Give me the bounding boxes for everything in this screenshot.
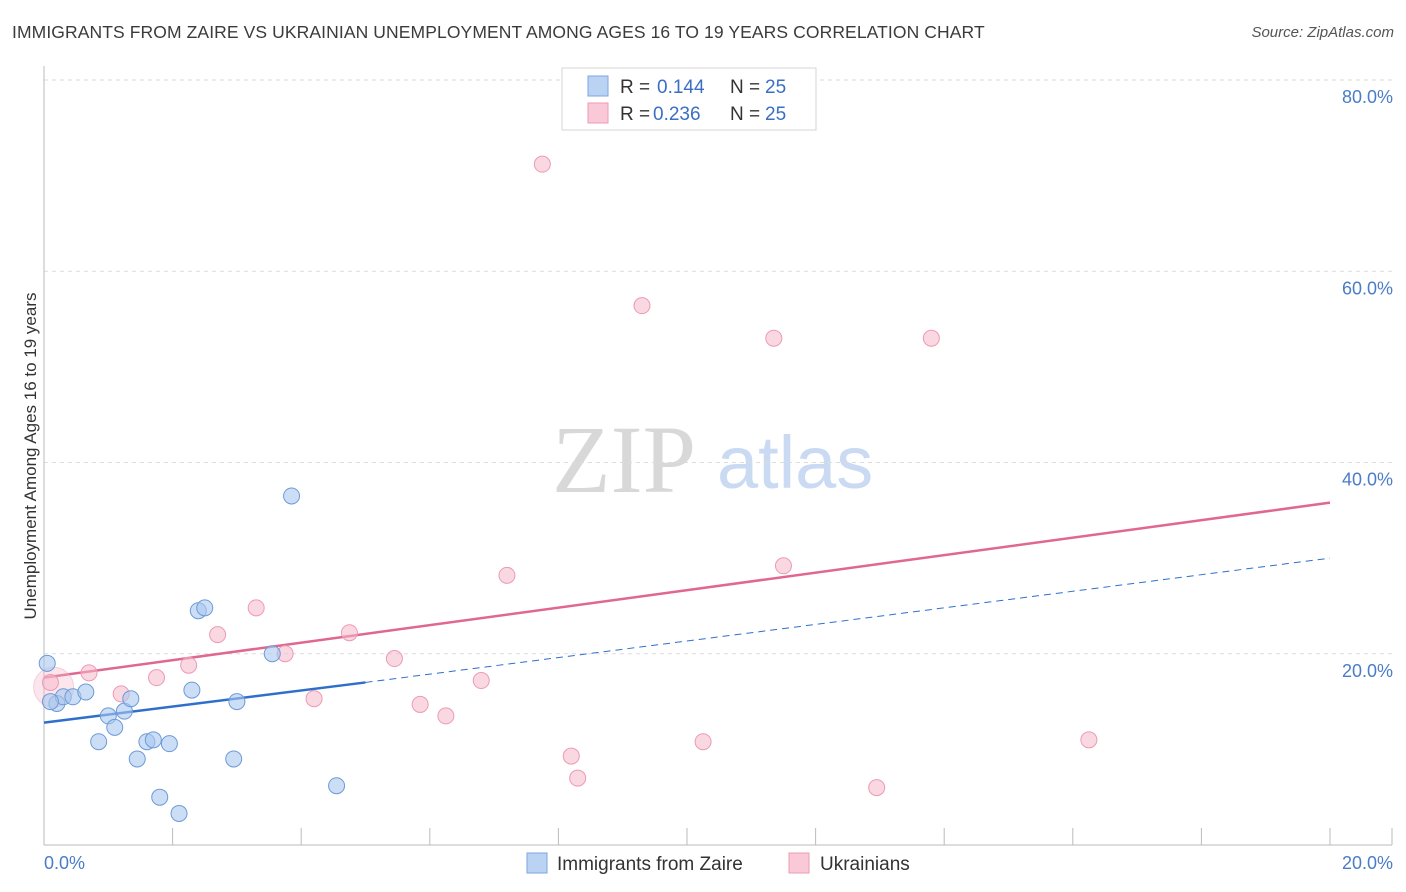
legend: R = 0.144 N = 25 R = 0.236 N = 25 bbox=[561, 67, 817, 131]
point-zaire-15 bbox=[170, 804, 188, 822]
point-zaire-20 bbox=[228, 693, 246, 711]
legend-n-label-zaire: N = bbox=[730, 77, 760, 98]
trend-line-zaire bbox=[43, 681, 366, 724]
legend-swatch-ukrainians bbox=[587, 102, 609, 124]
legend-n-label-ukrainians: N = bbox=[730, 104, 760, 125]
point-ukrainians-10 bbox=[385, 650, 403, 668]
point-zaire-5 bbox=[90, 733, 108, 751]
point-ukrainians-21 bbox=[774, 557, 792, 575]
trend-line-zaire-extension bbox=[365, 557, 1331, 683]
point-ukrainians-13 bbox=[472, 672, 490, 690]
point-ukrainians-11 bbox=[411, 695, 429, 713]
legend-n-value-ukrainians: 25 bbox=[765, 104, 786, 125]
point-ukrainians-9 bbox=[340, 624, 358, 642]
point-ukrainians-15 bbox=[533, 155, 551, 173]
bottom-legend: Immigrants from Zaire Ukrainians bbox=[526, 852, 910, 875]
y-tick-label-20: 20.0% bbox=[1342, 661, 1393, 681]
point-ukrainians-6 bbox=[247, 599, 265, 617]
point-ukrainians-8 bbox=[305, 690, 323, 708]
point-ukrainians-5 bbox=[209, 626, 227, 644]
legend-r-label-zaire: R = bbox=[620, 77, 650, 98]
legend-r-value-zaire: 0.144 bbox=[657, 77, 705, 98]
point-zaire-16 bbox=[183, 681, 201, 699]
point-ukrainians-3 bbox=[148, 669, 166, 687]
y-axis-title: Unemployment Among Ages 16 to 19 years bbox=[21, 293, 40, 620]
legend-swatch-zaire bbox=[587, 75, 609, 97]
point-ukrainians-14 bbox=[498, 566, 516, 584]
point-zaire-9 bbox=[122, 690, 140, 708]
point-zaire-10 bbox=[128, 750, 146, 768]
point-ukrainians-23 bbox=[922, 329, 940, 347]
trend-line-ukrainians bbox=[43, 501, 1331, 679]
point-ukrainians-4 bbox=[180, 656, 198, 674]
y-tick-label-40: 40.0% bbox=[1342, 470, 1393, 490]
y-tick-label-60: 60.0% bbox=[1342, 278, 1393, 298]
bottom-legend-label-ukrainians: Ukrainians bbox=[820, 854, 910, 875]
point-zaire-7 bbox=[106, 718, 124, 736]
legend-r-label-ukrainians: R = bbox=[620, 104, 650, 125]
point-zaire-0 bbox=[38, 654, 56, 672]
point-zaire-13 bbox=[151, 788, 169, 806]
bottom-legend-label-zaire: Immigrants from Zaire bbox=[557, 854, 743, 875]
point-zaire-12 bbox=[144, 731, 162, 749]
point-ukrainians-18 bbox=[633, 297, 651, 315]
x-tick-label-20: 20.0% bbox=[1342, 853, 1393, 873]
point-zaire-22 bbox=[283, 487, 301, 505]
point-zaire-4 bbox=[77, 683, 95, 701]
point-ukrainians-24 bbox=[1080, 731, 1098, 749]
x-tick-label-0: 0.0% bbox=[44, 853, 85, 873]
bottom-legend-swatch-ukrainians bbox=[788, 852, 810, 874]
point-zaire-18 bbox=[196, 599, 214, 617]
point-ukrainians-0 bbox=[41, 673, 59, 691]
y-tick-label-80: 80.0% bbox=[1342, 87, 1393, 107]
point-ukrainians-19 bbox=[694, 733, 712, 751]
point-zaire-19 bbox=[225, 750, 243, 768]
point-ukrainians-20 bbox=[765, 329, 783, 347]
legend-n-value-zaire: 25 bbox=[765, 77, 786, 98]
source-label: Source: ZipAtlas.com bbox=[1251, 24, 1394, 41]
point-ukrainians-12 bbox=[437, 707, 455, 725]
point-zaire-23 bbox=[328, 777, 346, 795]
point-ukrainians-17 bbox=[569, 769, 587, 787]
point-ukrainians-22 bbox=[868, 779, 886, 797]
point-zaire-14 bbox=[160, 735, 178, 753]
watermark-zip: ZIP bbox=[552, 406, 696, 513]
point-zaire-24 bbox=[41, 693, 59, 711]
point-ukrainians-16 bbox=[562, 747, 580, 765]
bottom-legend-swatch-zaire bbox=[526, 852, 548, 874]
legend-r-value-ukrainians: 0.236 bbox=[653, 104, 701, 125]
point-zaire-21 bbox=[263, 645, 281, 663]
point-ukrainians-1 bbox=[80, 664, 98, 682]
chart-title: IMMIGRANTS FROM ZAIRE VS UKRAINIAN UNEMP… bbox=[12, 22, 985, 42]
